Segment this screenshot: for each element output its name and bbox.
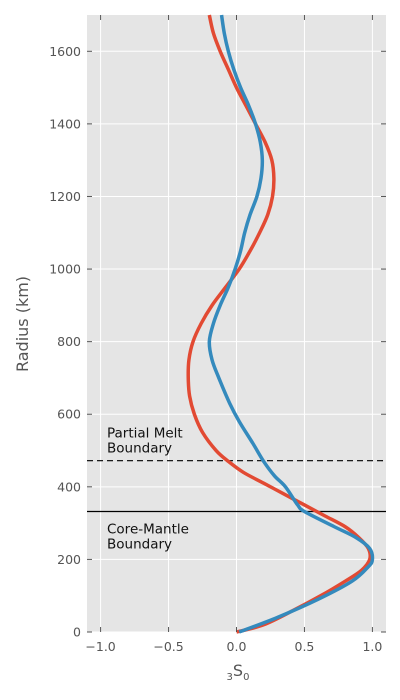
boundary-annotation-line: Boundary [107, 441, 172, 457]
boundary-annotation-line: Boundary [107, 537, 172, 553]
x-tick-label: −0.5 [153, 639, 183, 654]
y-tick-label: 200 [57, 552, 81, 567]
x-axis-label-subscript: 0 [243, 672, 249, 683]
y-tick-label: 0 [73, 625, 81, 640]
x-tick-label: 0.0 [227, 639, 247, 654]
x-tick-label: 1.0 [362, 639, 382, 654]
y-tick-label: 1200 [49, 189, 81, 204]
y-tick-label: 600 [57, 407, 81, 422]
boundary-annotation-line: Core-Mantle [107, 522, 189, 538]
series-group [186, 14, 375, 634]
y-tick-label: 1400 [49, 116, 81, 131]
y-tick-label: 1000 [49, 262, 81, 277]
y-axis-label: Radius (km) [13, 276, 32, 372]
tick-labels: −1.0 −0.5 0.0 0.5 1.0 0 200 400 600 800 1000 1200 14… [49, 44, 382, 654]
x-tick-label: −1.0 [85, 639, 115, 654]
x-axis-label-main: S [233, 661, 243, 680]
reference-lines [87, 460, 386, 513]
boundary-annotation-line: Partial Melt [107, 426, 183, 442]
y-tick-label: 400 [57, 479, 81, 494]
x-tick-label: 0.5 [295, 639, 315, 654]
x-axis-label: 3S0 [227, 661, 250, 683]
series-line-blue [207, 14, 375, 634]
x-axis-label-prefix: 3 [227, 672, 233, 683]
y-tick-label: 800 [57, 334, 81, 349]
tick-marks [87, 15, 386, 633]
y-tick-label: 1600 [49, 44, 81, 59]
